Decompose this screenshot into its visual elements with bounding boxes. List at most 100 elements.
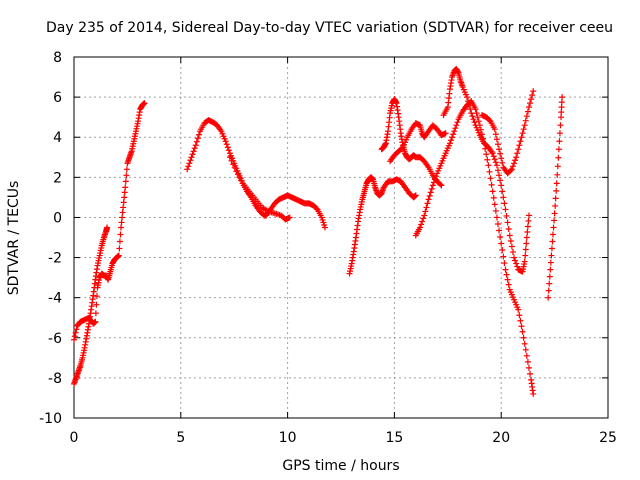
data-point	[92, 318, 99, 325]
data-point	[398, 145, 405, 152]
data-point	[545, 287, 552, 294]
data-point	[497, 233, 504, 240]
x-axis-label: GPS time / hours	[282, 458, 399, 474]
data-point	[517, 138, 524, 145]
data-point	[491, 201, 498, 208]
series-arc3a	[346, 174, 419, 277]
data-point	[453, 122, 460, 129]
plot-frame	[73, 56, 609, 419]
data-point	[464, 94, 471, 101]
series-arc3f	[478, 88, 537, 177]
data-point	[530, 88, 537, 95]
data-point	[423, 204, 430, 211]
data-point	[518, 134, 525, 141]
data-point	[521, 340, 528, 347]
x-tick-label: 20	[492, 430, 510, 446]
data-point	[505, 225, 512, 232]
data-point	[424, 200, 431, 207]
data-point	[452, 125, 459, 132]
data-point	[552, 202, 559, 209]
data-point	[190, 148, 197, 155]
data-point	[494, 220, 501, 227]
data-point	[516, 142, 523, 149]
data-point	[119, 214, 126, 221]
data-point	[515, 306, 522, 313]
series-arc1b	[71, 224, 111, 387]
data-point	[523, 113, 530, 120]
data-point	[527, 370, 534, 377]
data-point	[446, 140, 453, 147]
data-point	[551, 217, 558, 224]
data-point	[549, 238, 556, 245]
series-arc3b	[378, 96, 445, 189]
data-point	[501, 200, 508, 207]
ticks	[73, 56, 609, 419]
series-arc4	[545, 94, 566, 301]
data-point	[520, 334, 527, 341]
data-point	[234, 171, 241, 178]
data-point	[511, 254, 518, 261]
data-point	[431, 176, 438, 183]
data-point	[194, 135, 201, 142]
data-point	[492, 159, 499, 166]
data-point	[530, 390, 537, 397]
data-point	[486, 168, 493, 175]
data-point	[467, 106, 474, 113]
data-point	[491, 156, 498, 163]
data-point	[122, 178, 129, 185]
data-point	[313, 205, 320, 212]
data-points	[71, 66, 566, 397]
data-point	[547, 266, 554, 273]
data-point	[558, 109, 565, 116]
data-point	[555, 146, 562, 153]
data-point	[118, 219, 125, 226]
data-point	[426, 192, 433, 199]
data-point	[117, 224, 124, 231]
data-point	[504, 276, 511, 283]
data-point	[484, 156, 491, 163]
data-point	[513, 154, 520, 161]
data-point	[121, 189, 128, 196]
data-point	[492, 131, 499, 138]
data-point	[471, 119, 478, 126]
y-tick-label: -10	[39, 411, 62, 427]
data-point	[502, 206, 509, 213]
data-point	[496, 227, 503, 234]
data-point	[520, 126, 527, 133]
data-point	[422, 208, 429, 215]
data-point	[428, 185, 435, 192]
series-arc3d	[412, 98, 537, 397]
data-point	[430, 179, 437, 186]
data-point	[469, 113, 476, 120]
data-point	[185, 163, 192, 170]
data-point	[523, 234, 530, 241]
data-point	[429, 182, 436, 189]
data-point	[487, 175, 494, 182]
data-point	[557, 122, 564, 129]
data-point	[104, 224, 111, 231]
data-point	[522, 246, 529, 253]
data-point	[548, 252, 555, 259]
data-point	[556, 138, 563, 145]
data-point	[191, 145, 198, 152]
series-arc3c	[387, 120, 449, 165]
data-point	[93, 301, 100, 308]
data-point	[525, 104, 532, 111]
data-point	[556, 130, 563, 137]
data-point	[489, 150, 496, 157]
data-point	[141, 100, 148, 107]
data-point	[499, 247, 506, 254]
data-point	[514, 263, 521, 270]
data-point	[548, 245, 555, 252]
data-point	[238, 177, 245, 184]
data-point	[192, 142, 199, 149]
data-point	[522, 117, 529, 124]
data-point	[468, 110, 475, 117]
data-point	[503, 212, 510, 219]
data-point	[231, 164, 238, 171]
data-point	[442, 130, 449, 137]
data-point	[419, 218, 426, 225]
data-point	[427, 189, 434, 196]
y-axis-label: SDTVAR / TECUs	[6, 181, 22, 296]
data-point	[189, 151, 196, 158]
